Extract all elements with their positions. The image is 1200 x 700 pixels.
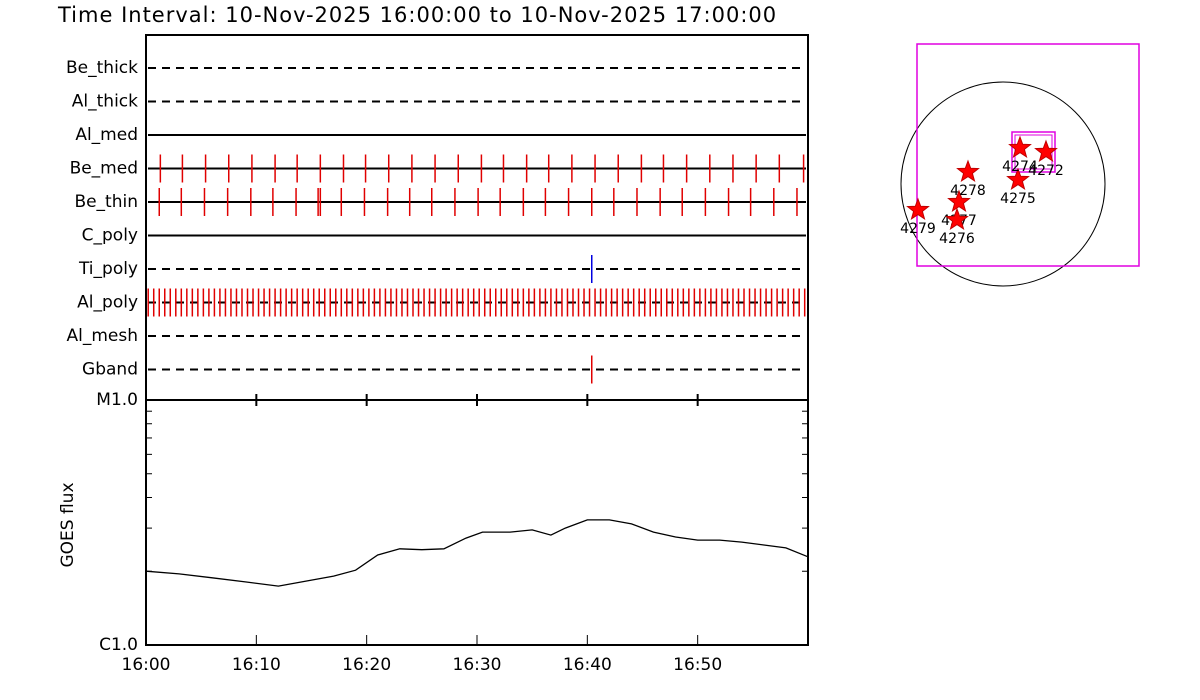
region-label: 4272 <box>1028 163 1064 179</box>
region-marker <box>1034 139 1058 163</box>
region-label: 4279 <box>900 221 936 237</box>
region-marker <box>956 159 980 183</box>
region-label: 4276 <box>939 231 975 247</box>
x-tick-label: 16:00 <box>122 655 171 675</box>
region-label: 4278 <box>950 183 986 199</box>
region-marker <box>1006 167 1030 191</box>
fov-inner <box>1011 131 1056 173</box>
goes-curve <box>145 519 809 587</box>
region-marker <box>947 189 971 213</box>
row-label: Al_mesh <box>66 326 138 346</box>
solar-disk <box>900 81 1106 287</box>
row-label: Gband <box>82 360 138 380</box>
region-marker <box>1008 135 1032 159</box>
row-label: Ti_poly <box>78 259 138 279</box>
goes-frame <box>145 399 809 646</box>
region-label: 4275 <box>1000 191 1036 207</box>
field-of-view <box>916 43 1140 267</box>
region-marker <box>945 207 969 231</box>
row-label: Al_poly <box>77 293 138 313</box>
row-label: Be_thick <box>66 58 138 78</box>
chart-title: Time Interval: 10-Nov-2025 16:00:00 to 1… <box>57 3 777 27</box>
timeline-frame <box>145 34 809 401</box>
x-tick-label: 16:40 <box>563 655 612 675</box>
row-label: Al_thick <box>72 92 138 112</box>
y-tick-label: M1.0 <box>96 390 138 410</box>
row-label: Al_med <box>75 125 138 145</box>
row-label: C_poly <box>82 226 138 246</box>
x-tick-label: 16:50 <box>673 655 722 675</box>
row-label: Be_thin <box>74 192 138 212</box>
x-tick-label: 16:10 <box>232 655 281 675</box>
region-label: 4274 <box>1002 159 1038 175</box>
region-marker <box>906 197 930 221</box>
x-tick-label: 16:20 <box>342 655 391 675</box>
x-tick-label: 16:30 <box>453 655 502 675</box>
row-label: Be_med <box>70 159 138 179</box>
y-tick-label: C1.0 <box>99 635 138 655</box>
y-axis-label: GOES flux <box>58 482 78 567</box>
